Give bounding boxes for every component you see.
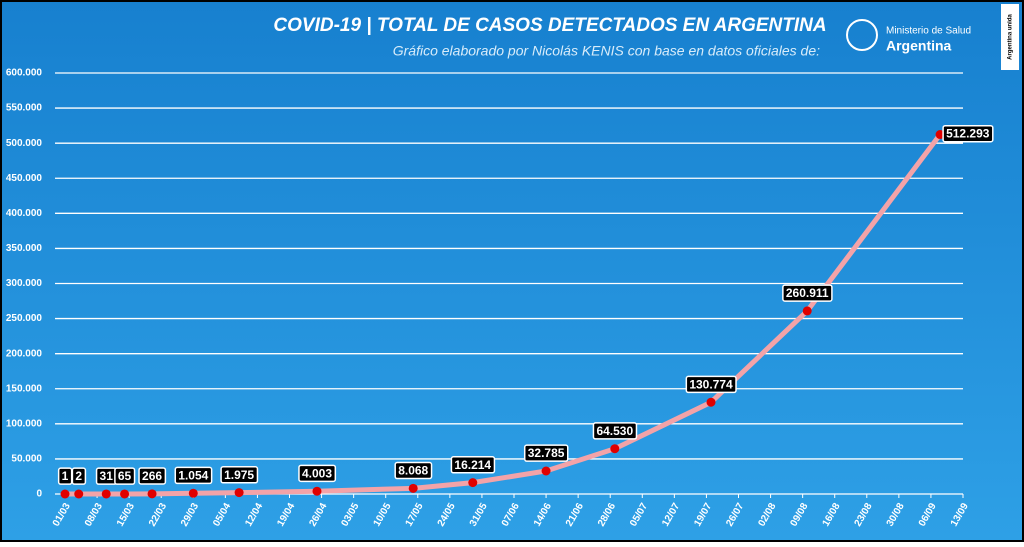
y-tick-label: 350.000 bbox=[6, 243, 43, 254]
marker bbox=[408, 483, 418, 493]
marker bbox=[234, 488, 244, 498]
y-tick-label: 450.000 bbox=[6, 173, 43, 184]
data-label-box bbox=[174, 466, 213, 485]
data-label: 31 bbox=[100, 469, 114, 483]
y-tick-label: 500.000 bbox=[6, 138, 43, 149]
data-label-box bbox=[782, 284, 833, 302]
data-label-box bbox=[71, 467, 87, 485]
data-label-group: 2 bbox=[71, 467, 87, 485]
marker bbox=[60, 489, 70, 499]
data-label-box bbox=[592, 422, 638, 440]
logo-text: Ministerio de Salud bbox=[886, 26, 971, 37]
badge-text: Argentina unida bbox=[1008, 14, 1014, 60]
y-tick-label: 300.000 bbox=[6, 278, 43, 289]
data-label-group: 8.068 bbox=[394, 461, 433, 480]
chart-subtitle: Gráfico elaborado por Nicolás KENIS con … bbox=[393, 43, 820, 59]
data-label-box bbox=[523, 444, 569, 462]
data-label-group: 16.214 bbox=[450, 456, 496, 474]
y-tick-label: 250.000 bbox=[6, 313, 43, 324]
marker bbox=[468, 478, 478, 488]
marker bbox=[188, 488, 198, 498]
data-label: 1.054 bbox=[178, 468, 208, 482]
data-label-group: 266 bbox=[138, 467, 167, 485]
y-tick-label: 50.000 bbox=[11, 454, 42, 465]
data-label: 4.003 bbox=[302, 466, 332, 480]
data-label: 260.911 bbox=[786, 286, 829, 300]
data-label-box bbox=[450, 456, 496, 474]
data-label: 16.214 bbox=[454, 458, 491, 472]
marker bbox=[147, 489, 157, 499]
data-label-box bbox=[138, 467, 167, 485]
data-label-group: 64.530 bbox=[592, 422, 638, 440]
data-label: 130.774 bbox=[689, 377, 733, 391]
marker bbox=[610, 444, 620, 454]
data-label-box bbox=[394, 461, 433, 480]
y-tick-label: 550.000 bbox=[6, 103, 43, 114]
data-label-box bbox=[220, 466, 259, 484]
data-label-group: 260.911 bbox=[782, 284, 833, 302]
marker bbox=[74, 489, 84, 499]
data-label: 266 bbox=[142, 469, 162, 483]
data-label-group: 1 bbox=[57, 467, 73, 485]
data-label: 1.975 bbox=[224, 468, 254, 482]
data-label-box bbox=[114, 467, 136, 485]
logo-text: Argentina bbox=[886, 38, 952, 54]
marker bbox=[120, 489, 130, 499]
data-label-group: 65 bbox=[114, 467, 136, 485]
data-label: 2 bbox=[75, 469, 82, 483]
y-tick-label: 400.000 bbox=[6, 208, 43, 219]
marker bbox=[706, 397, 716, 407]
data-label: 512.293 bbox=[946, 127, 990, 141]
y-tick-label: 600.000 bbox=[6, 68, 43, 79]
logo-emblem bbox=[846, 19, 878, 51]
data-label-group: 31 bbox=[95, 467, 117, 485]
chart-title: COVID-19 | TOTAL DE CASOS DETECTADOS EN … bbox=[273, 15, 826, 36]
marker bbox=[541, 466, 551, 476]
marker bbox=[312, 486, 322, 496]
marker bbox=[802, 306, 812, 316]
y-tick-label: 150.000 bbox=[6, 383, 43, 394]
data-label-box bbox=[298, 464, 337, 483]
data-label-group: 512.293 bbox=[942, 124, 994, 143]
data-label: 1 bbox=[62, 469, 69, 483]
data-label: 65 bbox=[118, 469, 132, 483]
data-label-group: 1.054 bbox=[174, 466, 213, 485]
data-label-box bbox=[942, 124, 994, 143]
data-label: 64.530 bbox=[596, 424, 633, 438]
marker bbox=[101, 489, 111, 499]
data-label: 32.785 bbox=[528, 446, 565, 460]
y-tick-label: 200.000 bbox=[6, 348, 43, 359]
y-tick-label: 100.000 bbox=[6, 418, 43, 429]
badge-box bbox=[1001, 4, 1019, 70]
y-tick-label: 0 bbox=[36, 489, 42, 500]
data-label-group: 1.975 bbox=[220, 466, 259, 484]
data-label: 8.068 bbox=[398, 464, 428, 478]
data-label-group: 130.774 bbox=[685, 375, 737, 394]
data-label-group: 32.785 bbox=[523, 444, 569, 462]
data-label-box bbox=[685, 375, 737, 394]
data-label-group: 4.003 bbox=[298, 464, 337, 483]
